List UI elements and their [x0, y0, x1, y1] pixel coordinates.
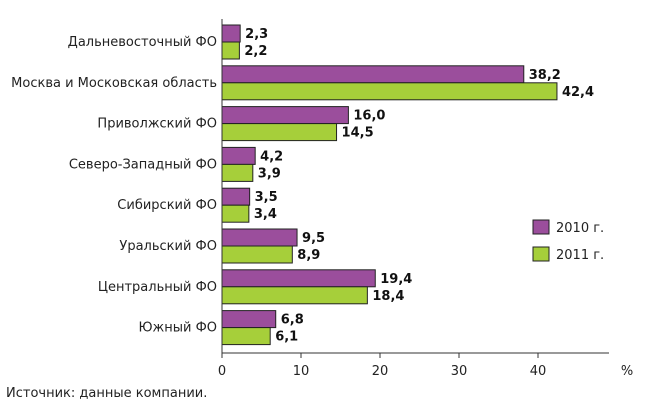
bar	[221, 123, 338, 142]
x-tick-label: 10	[293, 364, 310, 379]
bar	[221, 106, 349, 125]
value-labels: 2,3 2,2 38,242,4 16,0 14,5 4,2 3,9 3,5 3,4 9,5 8,9…	[244, 27, 594, 345]
data-label: 9,5	[302, 231, 325, 246]
category-label: Приволжский ФО	[97, 117, 217, 132]
bar	[221, 163, 254, 182]
category-label: Южный ФО	[138, 321, 217, 336]
data-label: 38,2	[529, 68, 561, 83]
data-label: 3,5	[255, 190, 278, 205]
bar	[221, 24, 241, 43]
bar	[221, 204, 250, 223]
legend-swatch	[532, 246, 550, 262]
data-label: 18,4	[372, 289, 404, 304]
bar	[221, 41, 240, 60]
data-label: 14,5	[342, 126, 374, 141]
bar	[221, 187, 251, 206]
bar	[221, 327, 271, 346]
category-label: Дальневосточный ФО	[68, 35, 217, 50]
legend: 2010 г. 2011 г.	[532, 219, 604, 263]
data-label: 6,1	[275, 330, 298, 345]
bar	[221, 146, 256, 165]
x-tick-label: 20	[372, 364, 389, 379]
bar	[221, 65, 525, 84]
category-labels: Дальневосточный ФО Москва и Московская об…	[11, 35, 217, 336]
legend-label: 2010 г.	[556, 221, 604, 236]
bar	[221, 228, 298, 247]
bar	[221, 269, 376, 288]
data-label: 3,4	[254, 207, 277, 222]
data-label: 6,8	[281, 313, 304, 328]
data-label: 8,9	[297, 248, 320, 263]
category-label: Северо-Западный ФО	[69, 157, 217, 172]
category-label: Сибирский ФО	[117, 198, 217, 213]
category-label: Центральный ФО	[98, 280, 217, 295]
data-label: 2,3	[245, 27, 268, 42]
x-tick-label: 0	[218, 364, 226, 379]
x-tick-label: 40	[530, 364, 547, 379]
data-label: 16,0	[353, 109, 385, 124]
legend-label: 2011 г.	[556, 248, 604, 263]
bar	[221, 82, 558, 101]
bar	[221, 310, 277, 329]
category-label: Уральский ФО	[119, 239, 217, 254]
category-label: Москва и Московская область	[11, 76, 217, 91]
x-axis: 0 10 20 30 40%	[218, 19, 633, 379]
data-label: 4,2	[260, 149, 283, 164]
data-label: 2,2	[244, 44, 267, 59]
x-unit-label: %	[621, 364, 633, 379]
legend-swatch	[532, 219, 550, 235]
data-label: 19,4	[380, 272, 412, 287]
data-label: 3,9	[258, 166, 281, 181]
x-tick-label: 30	[451, 364, 468, 379]
bar	[221, 245, 293, 264]
bar	[221, 286, 368, 305]
source-note: Источник: данные компании.	[6, 386, 208, 401]
data-label: 42,4	[562, 85, 594, 100]
